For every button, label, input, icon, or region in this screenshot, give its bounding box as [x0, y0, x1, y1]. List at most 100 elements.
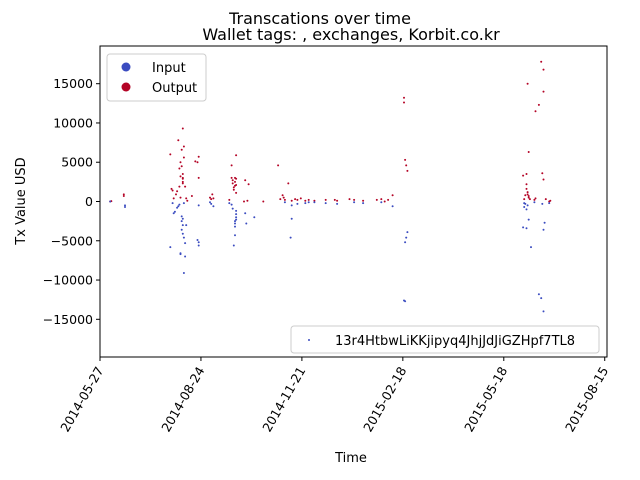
y-tick-label: 15000 [53, 76, 93, 91]
x-tick-label: 2014-08-24 [158, 364, 207, 434]
x-tick-label: 2015-05-18 [461, 364, 510, 434]
input-point [124, 204, 126, 207]
output-point [235, 177, 238, 180]
input-point [180, 220, 183, 223]
input-point [210, 202, 213, 205]
output-point [211, 193, 214, 196]
output-point [232, 186, 235, 189]
output-point [181, 176, 184, 179]
legend-input-output: Input Output [106, 53, 207, 102]
input-point [181, 232, 184, 235]
output-point [336, 199, 339, 202]
output-point [524, 194, 527, 197]
chart-subtitle: Wallet tags: , exchanges, Korbit.co.kr [202, 25, 500, 44]
input-point [541, 202, 544, 205]
input-point [524, 202, 527, 205]
output-point [175, 193, 177, 196]
output-point [526, 82, 529, 85]
output-point [537, 103, 540, 106]
output-point [186, 199, 189, 202]
x-axis-label: Time [334, 451, 367, 466]
y-tick-label: −5000 [51, 233, 93, 248]
input-point [304, 202, 307, 205]
output-point [246, 199, 249, 202]
input-point [307, 201, 310, 204]
legend-wallet-label: 13r4HtbwLiKKjipyq4JhjJdJiGZHpf7TL8 [335, 334, 575, 349]
input-point [184, 255, 187, 258]
input-point [209, 201, 211, 204]
input-point [176, 206, 179, 209]
output-point [196, 161, 199, 164]
input-point [362, 202, 365, 205]
output-point [171, 189, 174, 192]
output-point [542, 90, 545, 93]
input-point [533, 201, 536, 204]
chart-title: Transcations over time [228, 9, 411, 28]
input-point [245, 222, 248, 225]
input-point [391, 205, 394, 208]
input-point [181, 224, 184, 227]
input-point [253, 216, 256, 219]
output-point [542, 178, 545, 181]
input-point [404, 241, 407, 244]
output-point [406, 169, 409, 172]
output-point [244, 179, 247, 182]
output-point [179, 175, 182, 178]
output-point [287, 182, 290, 185]
input-point [177, 205, 180, 208]
input-point [180, 228, 183, 231]
legend-wallet-marker [308, 339, 310, 341]
output-point [527, 196, 530, 199]
input-point [526, 204, 529, 207]
input-point [543, 221, 546, 224]
output-point [180, 148, 183, 151]
input-point [522, 226, 525, 229]
y-tick-label: 10000 [53, 115, 93, 130]
output-point [194, 160, 197, 163]
input-point [525, 227, 528, 230]
output-point [380, 198, 383, 201]
output-point [307, 198, 310, 201]
input-point [180, 215, 183, 218]
input-point [324, 202, 327, 205]
output-point [230, 164, 233, 167]
input-point [313, 201, 316, 204]
output-point [190, 195, 193, 197]
output-point [294, 198, 297, 201]
input-point [184, 242, 187, 245]
output-point [182, 145, 185, 148]
output-point [296, 198, 299, 201]
output-point [235, 191, 238, 194]
output-point [353, 198, 356, 201]
input-point [197, 204, 200, 207]
output-point [403, 96, 405, 99]
output-point [230, 176, 233, 179]
y-axis-label: Tx Value USD [14, 157, 29, 245]
legend-frame [290, 325, 600, 354]
input-point [234, 222, 236, 225]
input-point [290, 217, 293, 220]
input-point [296, 202, 299, 205]
output-point [180, 165, 183, 168]
input-point [178, 203, 181, 206]
input-point [235, 218, 238, 221]
output-point [526, 191, 529, 194]
input-point [234, 234, 236, 237]
output-point [228, 198, 231, 201]
input-point [230, 203, 233, 206]
y-tick-label: −15000 [43, 312, 93, 327]
output-point [179, 196, 182, 199]
output-point [232, 188, 235, 191]
output-point [178, 185, 181, 188]
y-tick-label: −10000 [43, 273, 93, 288]
output-point [197, 176, 200, 179]
output-point [525, 183, 528, 186]
output-point [528, 198, 531, 201]
output-point [262, 200, 265, 203]
legend-frame [106, 53, 207, 102]
input-point [404, 300, 407, 303]
input-point [182, 272, 185, 274]
input-point [235, 209, 238, 212]
output-point [324, 198, 327, 201]
output-point [299, 197, 302, 200]
